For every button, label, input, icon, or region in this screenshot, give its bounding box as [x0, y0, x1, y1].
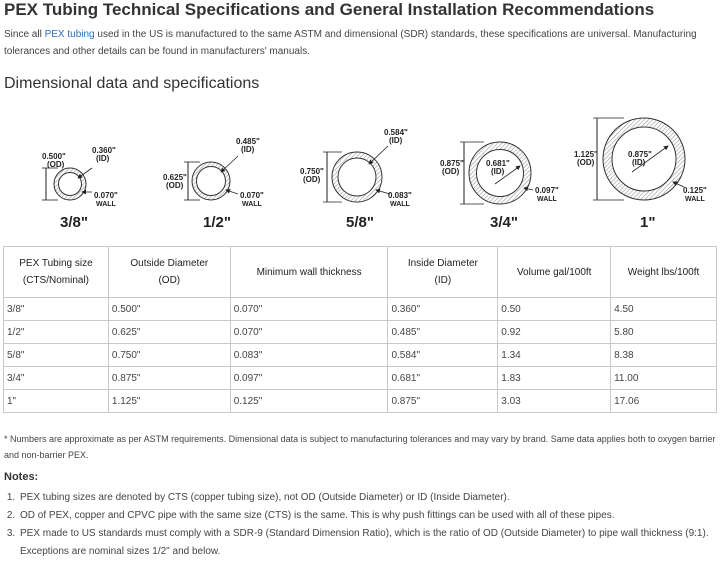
tube-5-8-size-label: 5/8"	[346, 214, 374, 231]
notes-title: Notes:	[4, 471, 39, 483]
cell-od: 0.500"	[107, 297, 231, 321]
intro-text-start: Since all	[4, 29, 45, 40]
table-row: 5/8" 0.750" 0.083" 0.584" 1.34 8.38	[3, 343, 717, 367]
tube-dimension-diagram: 0.500" (OD) 0.360" (ID) 0.070" WALL 3/8"…	[42, 117, 707, 231]
tube-3-8-id-tag: (ID)	[96, 154, 110, 163]
page-title: PEX Tubing Technical Specifications and …	[4, 0, 655, 19]
cell-od: 0.750"	[107, 343, 231, 367]
cell-od: 0.625"	[107, 320, 231, 344]
cell-weight: 5.80	[610, 320, 717, 344]
cell-volume: 0.92	[497, 320, 612, 344]
table-row: 1/2" 0.625" 0.070" 0.485" 0.92 5.80	[3, 320, 717, 344]
table-row: 3/8" 0.500" 0.070" 0.360" 0.50 4.50	[3, 297, 717, 321]
cell-id: 0.360"	[387, 297, 499, 321]
intro-paragraph: Since all PEX tubing used in the US is m…	[4, 26, 704, 60]
tube-1-wall-tag: WALL	[685, 196, 706, 203]
tube-1-2-od-value: 0.625"	[163, 173, 187, 182]
note-item: PEX tubing sizes are denoted by CTS (cop…	[18, 489, 720, 507]
header-wall-thickness: Minimum wall thickness	[229, 246, 389, 298]
tube-1-2-wall-value: 0.070"	[240, 191, 264, 200]
tube-5-8-wall-value: 0.083"	[388, 191, 412, 200]
cell-wall: 0.070"	[229, 297, 389, 321]
section-heading: Dimensional data and specifications	[4, 75, 260, 92]
tube-1-od-value: 1.125"	[574, 150, 598, 159]
tube-5-8-drawing: 0.584" (ID) 0.750" (OD) 0.083" WALL 5/8"	[300, 128, 412, 231]
tube-1-id-tag: (ID)	[632, 158, 646, 167]
cell-weight: 11.00	[610, 366, 717, 390]
pex-tubing-link[interactable]: PEX tubing	[44, 29, 95, 40]
tube-1-2-od-tag: (OD)	[166, 181, 184, 190]
note-item: PEX made to US standards must comply wit…	[18, 525, 720, 561]
tube-5-8-id-tag: (ID)	[389, 136, 403, 145]
note-item: OD of PEX, copper and CPVC pipe with the…	[18, 507, 720, 525]
tube-1-2-drawing: 0.485" (ID) 0.625" (OD) 0.070" WALL 1/2"	[163, 137, 264, 231]
intro-text-end: used in the US is manufactured to the sa…	[4, 29, 697, 57]
table-row: 3/4" 0.875" 0.097" 0.681" 1.83 11.00	[3, 366, 717, 390]
cell-size: 3/8"	[3, 297, 109, 321]
table-header-row: PEX Tubing size (CTS/Nominal) Outside Dia…	[3, 246, 717, 298]
tube-3-8-id-value: 0.360"	[92, 146, 116, 155]
tube-3-8-wall-value: 0.070"	[94, 191, 118, 200]
tube-3-4-id-value: 0.681"	[486, 159, 510, 168]
cell-size: 3/4"	[3, 366, 109, 390]
cell-volume: 1.34	[497, 343, 612, 367]
cell-size: 1"	[3, 389, 109, 413]
notes-list: PEX tubing sizes are denoted by CTS (cop…	[0, 489, 720, 561]
cell-volume: 1.83	[497, 366, 612, 390]
cell-wall: 0.070"	[229, 320, 389, 344]
table-row: 1" 1.125" 0.125" 0.875" 3.03 17.06	[3, 389, 717, 413]
tube-3-8-od-tag: (OD)	[47, 160, 65, 169]
tube-1-od-tag: (OD)	[577, 158, 595, 167]
table-footnote: * Numbers are approximate as per ASTM re…	[4, 434, 716, 460]
tube-3-4-size-label: 3/4"	[490, 214, 518, 231]
cell-weight: 4.50	[610, 297, 717, 321]
tube-5-8-id-value: 0.584"	[384, 128, 408, 137]
cell-od: 0.875"	[107, 366, 231, 390]
cell-wall: 0.125"	[229, 389, 389, 413]
tube-3-8-wall-tag: WALL	[96, 201, 117, 208]
header-tubing-size: PEX Tubing size (CTS/Nominal)	[3, 246, 109, 298]
cell-wall: 0.083"	[229, 343, 389, 367]
tube-3-4-wall-tag: WALL	[537, 196, 558, 203]
tube-3-8-drawing: 0.500" (OD) 0.360" (ID) 0.070" WALL 3/8"	[42, 146, 118, 231]
cell-id: 0.584"	[387, 343, 499, 367]
tube-5-8-od-tag: (OD)	[303, 175, 321, 184]
cell-size: 1/2"	[3, 320, 109, 344]
tube-5-8-od-value: 0.750"	[300, 167, 324, 176]
tube-3-8-size-label: 3/8"	[60, 214, 88, 231]
header-outside-diameter: Outside Diameter (OD)	[107, 246, 231, 298]
tube-1-drawing: 1.125" (OD) 0.875" (ID) 0.125" WALL 1"	[574, 117, 707, 231]
tube-1-size-label: 1"	[640, 214, 655, 231]
tube-1-id-value: 0.875"	[628, 150, 652, 159]
cell-weight: 8.38	[610, 343, 717, 367]
tube-3-4-wall-value: 0.097"	[535, 186, 559, 195]
cell-od: 1.125"	[107, 389, 231, 413]
tube-1-2-wall-tag: WALL	[242, 201, 263, 208]
tube-1-wall-value: 0.125"	[683, 186, 707, 195]
tube-1-2-id-value: 0.485"	[236, 137, 260, 146]
cell-volume: 3.03	[497, 389, 612, 413]
tube-3-4-id-tag: (ID)	[491, 167, 505, 176]
cell-wall: 0.097"	[229, 366, 389, 390]
cell-id: 0.681"	[387, 366, 499, 390]
cell-id: 0.485"	[387, 320, 499, 344]
cell-id: 0.875"	[387, 389, 499, 413]
specifications-table: PEX Tubing size (CTS/Nominal) Outside Dia…	[3, 246, 717, 413]
tube-3-4-od-value: 0.875"	[440, 159, 464, 168]
tube-3-4-drawing: 0.875" (OD) 0.681" (ID) 0.097" WALL 3/4"	[440, 141, 559, 231]
cell-volume: 0.50	[497, 297, 612, 321]
header-inside-diameter: Inside Diameter (ID)	[387, 246, 499, 298]
tube-1-2-id-tag: (ID)	[241, 145, 255, 154]
tube-3-8-od-value: 0.500"	[42, 152, 66, 161]
tube-1-2-size-label: 1/2"	[203, 214, 231, 231]
header-weight: Weight lbs/100ft	[610, 246, 717, 298]
tube-3-4-od-tag: (OD)	[442, 167, 460, 176]
tube-5-8-wall-tag: WALL	[390, 201, 411, 208]
cell-weight: 17.06	[610, 389, 717, 413]
cell-size: 5/8"	[3, 343, 109, 367]
header-volume: Volume gal/100ft	[497, 246, 612, 298]
